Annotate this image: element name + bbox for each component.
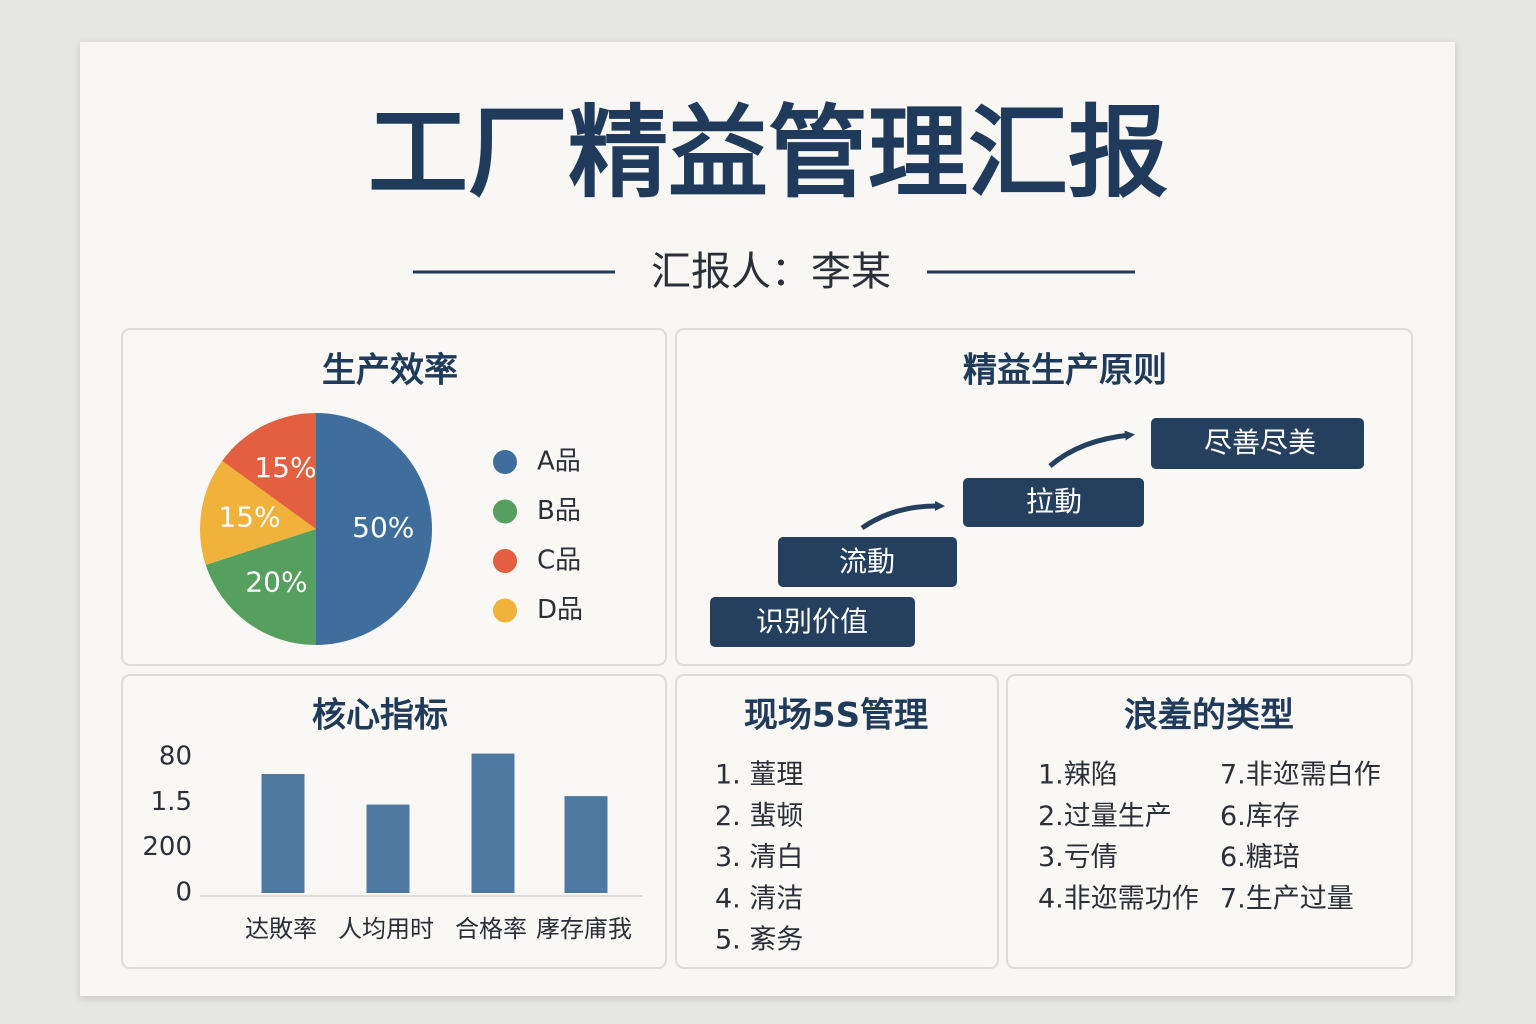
legend-swatch <box>493 499 517 524</box>
arrow <box>860 500 945 531</box>
pie-slice <box>200 460 316 565</box>
bar <box>366 804 410 893</box>
list-item: 6.库存 <box>1220 801 1300 832</box>
y-tick-label: 0 <box>175 878 192 908</box>
list-item: 2. 蜚顿 <box>715 801 803 832</box>
panel-title: 精益生产原则 <box>963 351 1167 391</box>
slice-label: 15% <box>254 451 316 484</box>
list-item: 3. 清白 <box>715 842 803 873</box>
x-tick-label: 达敗率 <box>245 915 317 943</box>
arrow <box>1048 430 1135 468</box>
subtitle: 汇报人：李某 <box>651 249 891 295</box>
x-tick-label: 合格率 <box>455 915 527 943</box>
step-label: 拉動 <box>1026 485 1082 518</box>
list-item: 5. 紊务 <box>715 925 803 956</box>
step-box <box>710 597 915 647</box>
step-box <box>963 478 1144 527</box>
legend-swatch <box>493 549 517 573</box>
list-item: 6.糖琣 <box>1220 842 1300 873</box>
y-tick-label: 80 <box>159 742 192 772</box>
slice-label: 50% <box>352 511 414 544</box>
x-tick-label: 庨存庯我 <box>536 915 632 943</box>
main-title: 工厂精益管理汇报 <box>368 94 1168 211</box>
legend-label: D品 <box>537 595 583 625</box>
pie-slice <box>205 529 316 646</box>
panel <box>675 674 999 969</box>
step-label: 流動 <box>839 545 895 578</box>
bar <box>261 774 305 893</box>
panel <box>1006 674 1413 969</box>
list-item: 1.辣陷 <box>1038 760 1118 791</box>
step-label: 识别价值 <box>756 605 868 638</box>
legend-swatch <box>493 598 517 623</box>
x-tick-label: 人均用时 <box>338 915 434 943</box>
slice-label: 15% <box>218 500 280 533</box>
list-item: 7.生产过量 <box>1220 883 1354 914</box>
list-item: 4. 清洁 <box>715 883 803 914</box>
legend-label: B品 <box>537 496 581 526</box>
legend-label: C品 <box>537 546 581 576</box>
step-box <box>778 537 957 587</box>
list-item: 3.亏倩 <box>1038 842 1118 873</box>
panel-title: 现场5S管理 <box>744 696 928 736</box>
bar <box>471 753 515 893</box>
list-item: 2.过量生产 <box>1038 801 1172 832</box>
y-tick-label: 1.5 <box>151 787 192 817</box>
list-item: 4.非迩需功作 <box>1038 883 1199 914</box>
y-tick-label: 200 <box>142 832 192 862</box>
legend-swatch <box>493 450 517 474</box>
list-item: 7.非迩需白作 <box>1220 760 1381 791</box>
pie-slice <box>316 413 432 645</box>
panel-title: 核心指标 <box>312 696 448 736</box>
pie-slice <box>222 413 316 529</box>
step-label: 尽善尽美 <box>1204 426 1316 459</box>
panel-title: 浪羞的类型 <box>1124 696 1294 736</box>
bar <box>564 796 608 893</box>
panel-title: 生产效率 <box>322 351 458 391</box>
step-box <box>1151 418 1364 469</box>
list-item: 1. 蕫理 <box>715 760 803 791</box>
slice-label: 20% <box>245 565 307 598</box>
legend-label: A品 <box>537 447 581 477</box>
